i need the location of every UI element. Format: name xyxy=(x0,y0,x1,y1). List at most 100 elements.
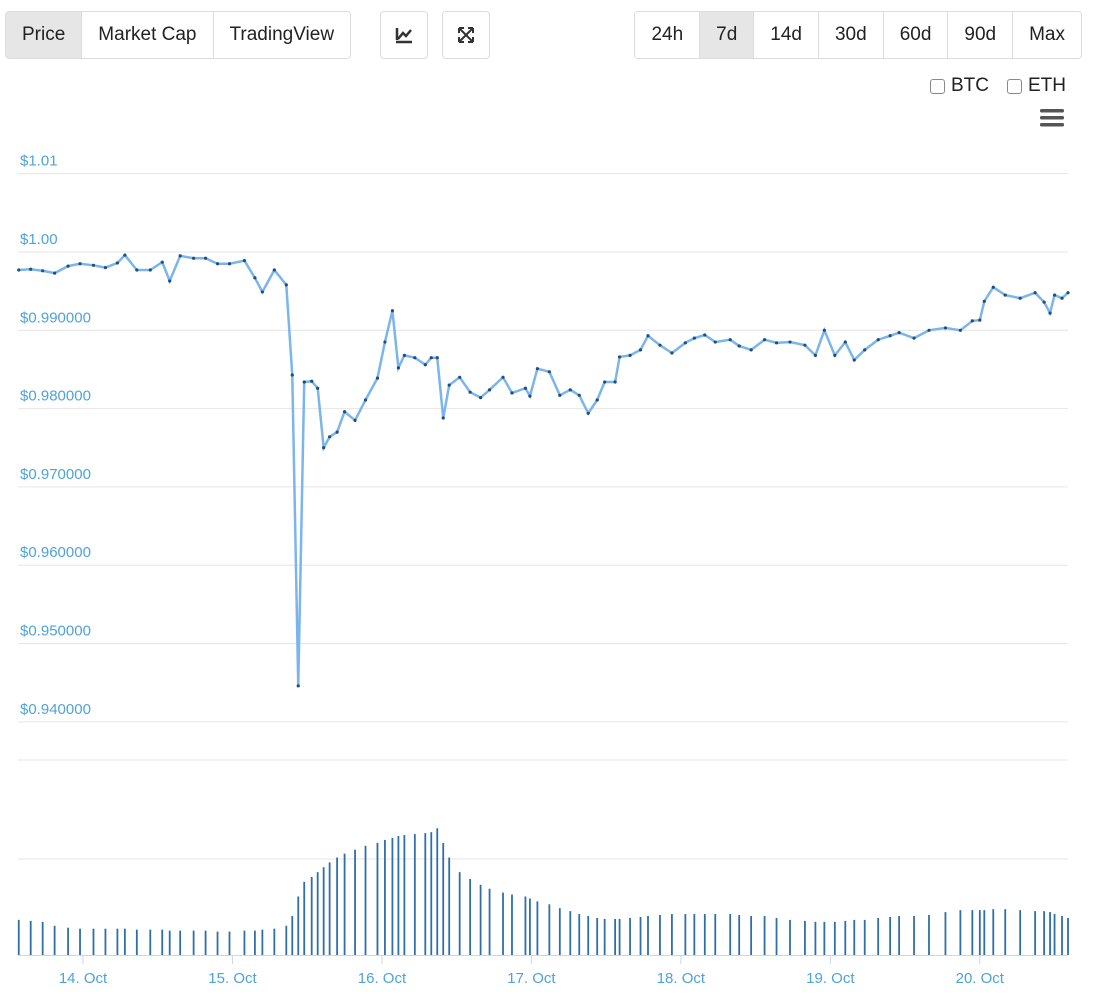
button[interactable]: Market Cap xyxy=(82,12,214,58)
volume-bar xyxy=(397,836,400,955)
point xyxy=(1033,291,1037,295)
volume-bar xyxy=(502,892,504,955)
point xyxy=(646,334,650,338)
volume-bar xyxy=(273,928,276,955)
point xyxy=(943,326,948,330)
point xyxy=(577,393,581,397)
toggle-label: ETH xyxy=(1028,75,1066,96)
point xyxy=(66,264,70,268)
button[interactable]: 24h xyxy=(635,12,701,58)
volume-bar xyxy=(204,930,207,955)
point xyxy=(547,370,551,374)
volume-bar xyxy=(844,920,847,955)
point xyxy=(568,388,572,392)
point xyxy=(363,398,368,402)
point xyxy=(603,380,607,384)
volume-bar xyxy=(469,878,472,955)
volume-bar xyxy=(336,857,339,955)
point xyxy=(510,391,514,395)
point xyxy=(168,279,172,283)
volume-bar xyxy=(261,929,264,955)
point xyxy=(468,390,472,394)
volume-bar xyxy=(524,896,527,955)
point xyxy=(613,380,617,384)
button[interactable]: Max xyxy=(1013,12,1081,58)
point xyxy=(523,386,528,390)
button[interactable]: Price xyxy=(6,12,83,58)
volume-bar xyxy=(116,928,119,955)
point xyxy=(638,348,643,352)
button[interactable]: 7d xyxy=(700,12,755,58)
volume-bar xyxy=(823,921,826,955)
checkbox[interactable] xyxy=(930,78,945,94)
point xyxy=(260,290,264,294)
point xyxy=(1003,293,1007,297)
button[interactable]: 30d xyxy=(818,12,884,58)
point xyxy=(822,328,826,332)
point xyxy=(91,263,96,267)
x-tick-label: 16. Oct xyxy=(358,970,407,987)
fullscreen-button[interactable] xyxy=(442,11,490,59)
volume-bar xyxy=(693,914,696,955)
volume-bar xyxy=(29,920,32,955)
volume-bar xyxy=(310,877,313,955)
toggle[interactable]: BTC xyxy=(930,75,989,97)
volume-bar xyxy=(254,930,256,955)
volume-bar xyxy=(587,916,590,955)
volume-bar xyxy=(92,928,95,955)
volume-bar xyxy=(376,842,379,955)
volume-bar xyxy=(729,914,732,955)
volume-bar xyxy=(168,930,171,955)
point xyxy=(441,416,445,420)
volume-bar xyxy=(548,904,551,955)
checkbox[interactable] xyxy=(1007,78,1022,94)
button[interactable]: 14d xyxy=(754,12,819,58)
point xyxy=(272,268,276,272)
point xyxy=(927,328,931,332)
volume-bar xyxy=(684,914,687,955)
range-group: 24h 7d 14d 30d 60d 90d Max xyxy=(634,11,1082,59)
volume-bar xyxy=(458,872,461,955)
volume-bar xyxy=(833,921,836,955)
volume-bar xyxy=(149,929,152,955)
point xyxy=(41,269,45,273)
point xyxy=(876,338,880,342)
point xyxy=(328,435,332,439)
x-tick-label: 15. Oct xyxy=(208,970,257,987)
button[interactable]: 90d xyxy=(948,12,1014,58)
toggle-label: BTC xyxy=(951,75,989,96)
point xyxy=(749,348,753,352)
point xyxy=(316,386,320,390)
point xyxy=(178,254,182,258)
toggle-group: BTC ETH xyxy=(930,75,1066,97)
line-chart-button[interactable] xyxy=(380,11,428,59)
volume-bar xyxy=(511,894,513,955)
point xyxy=(863,348,867,352)
point xyxy=(375,376,380,380)
menu-icon[interactable] xyxy=(1038,106,1068,130)
button[interactable]: TradingView xyxy=(213,12,351,58)
point xyxy=(658,343,662,347)
y-tick-label: $1.01 xyxy=(20,153,58,170)
y-tick-label: $0.940000 xyxy=(20,701,91,718)
point xyxy=(458,375,462,379)
y-tick-label: $1.00 xyxy=(20,231,58,248)
button[interactable]: 60d xyxy=(883,12,949,58)
icon xyxy=(395,28,412,44)
point xyxy=(17,268,21,272)
toggle[interactable]: ETH xyxy=(1007,75,1066,97)
volume-bar xyxy=(1049,912,1051,955)
volume-bar xyxy=(479,884,482,955)
volume-bar xyxy=(67,927,69,955)
point xyxy=(595,398,599,402)
volume-bar xyxy=(413,834,416,955)
point xyxy=(833,353,837,357)
point xyxy=(310,379,314,383)
volume-bar xyxy=(1004,909,1007,955)
point xyxy=(1018,296,1022,300)
volume-bar xyxy=(983,910,986,955)
volume-bar xyxy=(639,916,642,955)
y-tick-label: $0.970000 xyxy=(20,466,91,483)
volume-bar xyxy=(789,919,791,955)
volume-bar xyxy=(297,896,300,955)
